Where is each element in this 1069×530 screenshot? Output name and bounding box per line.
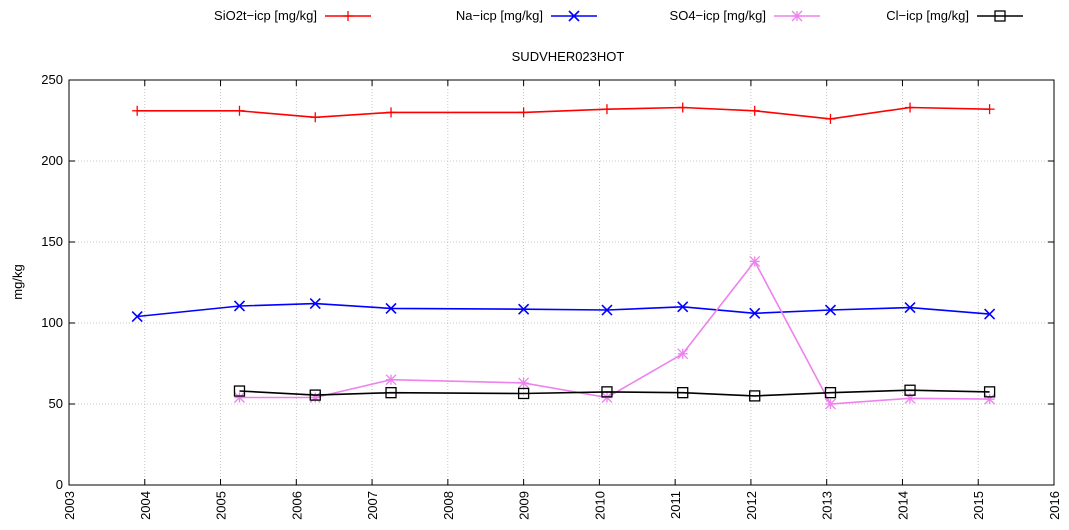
grid <box>69 80 1054 485</box>
data-point <box>749 307 761 319</box>
data-point <box>386 107 397 118</box>
data-point <box>385 302 397 314</box>
legend: SiO2t−icp [mg/kg] Na−icp [mg/kg] SO4−icp [… <box>214 8 1023 23</box>
x-tick-label: 2004 <box>138 491 153 520</box>
data-point <box>824 304 837 316</box>
data-point <box>677 301 689 313</box>
series-line <box>137 302 990 318</box>
x-tick-label: 2008 <box>441 491 456 520</box>
y-axis: 0 50 100 150 200 250 <box>41 72 1054 492</box>
legend-entry: Cl−icp [mg/kg] <box>886 8 1023 23</box>
x-tick-label: 2006 <box>289 491 304 520</box>
data-point <box>601 104 612 115</box>
data-point <box>601 304 613 316</box>
data-point <box>984 308 996 320</box>
data-point <box>309 392 321 403</box>
data-point <box>904 384 916 396</box>
series-2 <box>234 255 996 410</box>
data-point <box>310 112 321 123</box>
y-tick-label: 250 <box>41 72 63 87</box>
x-tick-label: 2012 <box>744 491 759 520</box>
x-tick-label: 2007 <box>365 491 380 520</box>
data-point <box>984 393 996 405</box>
data-point <box>517 387 530 400</box>
data-point <box>677 102 688 113</box>
data-point <box>824 387 837 399</box>
x-axis: 2003 2004 2005 2006 2007 2008 2009 2010 2011 2012… <box>62 80 1062 520</box>
x-tick-label: 2013 <box>820 491 835 520</box>
x-tick-label: 2003 <box>62 491 77 520</box>
legend-label: SiO2t−icp [mg/kg] <box>214 8 317 23</box>
x-tick-label: 2016 <box>1047 491 1062 520</box>
series-1 <box>131 297 996 323</box>
data-point <box>233 385 246 397</box>
series-line <box>239 259 990 405</box>
y-tick-label: 0 <box>56 477 63 492</box>
y-tick-label: 150 <box>41 234 63 249</box>
data-point <box>749 105 760 116</box>
x-tick-label: 2005 <box>214 491 229 520</box>
data-point <box>234 105 245 116</box>
data-point <box>233 300 246 312</box>
y-tick-label: 50 <box>49 396 63 411</box>
data-point <box>234 392 245 403</box>
x-tick-label: 2015 <box>971 491 986 520</box>
series-layer <box>131 102 996 410</box>
data-point <box>385 387 397 399</box>
data-point <box>904 302 916 314</box>
data-point <box>601 386 613 398</box>
legend-entry: SiO2t−icp [mg/kg] <box>214 8 371 23</box>
data-point <box>984 104 995 115</box>
data-point <box>677 387 689 399</box>
data-point <box>131 310 143 323</box>
legend-marker <box>994 10 1006 22</box>
legend-marker <box>568 10 580 22</box>
legend-label: Na−icp [mg/kg] <box>456 8 543 23</box>
data-point <box>825 113 836 124</box>
data-point <box>749 390 761 402</box>
x-tick-label: 2009 <box>517 491 532 520</box>
series-line <box>239 389 990 397</box>
data-point <box>677 348 689 360</box>
series-0 <box>132 102 995 124</box>
legend-entry: SO4−icp [mg/kg] <box>670 8 820 23</box>
data-point <box>132 105 143 116</box>
y-tick-label: 100 <box>41 315 63 330</box>
legend-entry: Na−icp [mg/kg] <box>456 8 597 23</box>
x-tick-label: 2010 <box>592 491 607 520</box>
x-tick-label: 2014 <box>895 491 910 520</box>
data-point <box>518 377 530 389</box>
legend-marker <box>791 10 803 22</box>
legend-marker <box>343 11 353 21</box>
data-point <box>309 389 321 401</box>
data-point <box>309 297 321 310</box>
legend-label: Cl−icp [mg/kg] <box>886 8 969 23</box>
data-point <box>601 392 613 403</box>
data-point <box>983 386 996 398</box>
data-point <box>825 398 836 410</box>
chart-title: SUDVHER023HOT <box>512 49 625 64</box>
data-point <box>518 303 530 315</box>
x-tick-label: 2011 <box>668 491 683 519</box>
data-point <box>905 102 916 113</box>
plot-frame <box>68 79 1055 486</box>
series-line <box>137 106 990 120</box>
series-3 <box>233 384 996 402</box>
data-point <box>385 374 397 386</box>
legend-label: SO4−icp [mg/kg] <box>670 8 766 23</box>
data-point <box>518 107 529 118</box>
y-axis-label: mg/kg <box>10 264 25 299</box>
data-point <box>749 255 761 267</box>
y-tick-label: 200 <box>41 153 63 168</box>
